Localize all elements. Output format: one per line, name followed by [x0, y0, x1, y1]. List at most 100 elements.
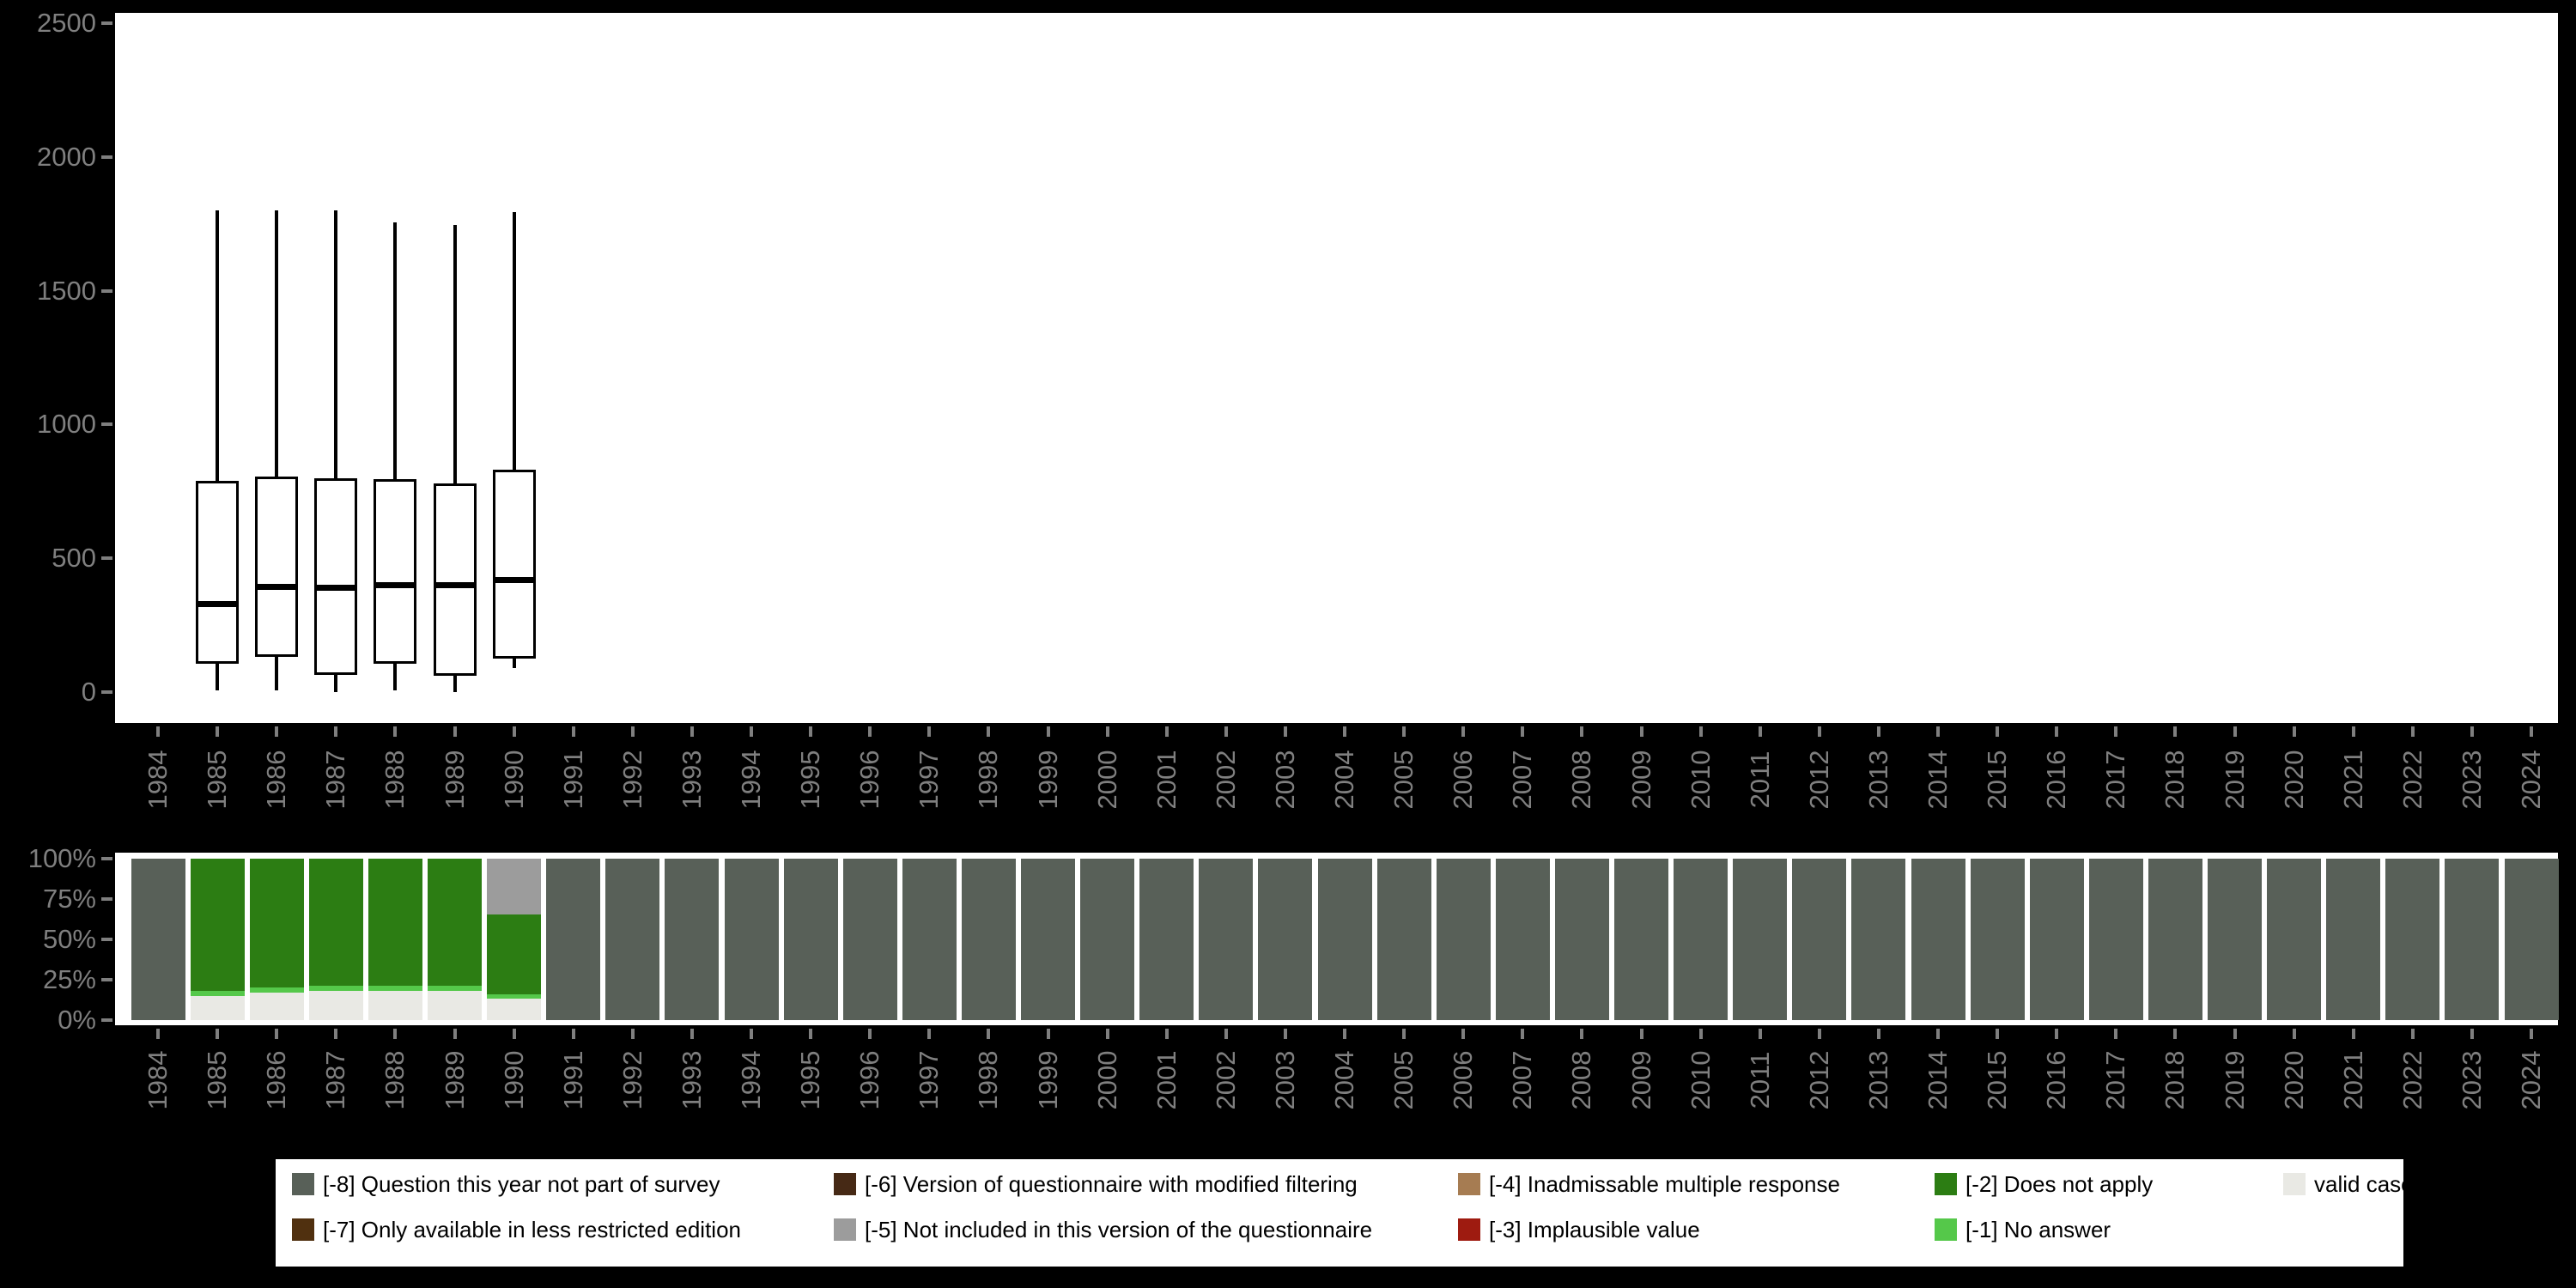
- bar-y-tick-label: 25%: [42, 963, 96, 994]
- bar-x-year-label: 2014: [1923, 1050, 1953, 1110]
- boxplot-x-tick-mark: [2351, 726, 2355, 737]
- boxplot-x-tick-mark: [453, 726, 457, 737]
- bar-x-tick-mark: [2114, 1029, 2118, 1039]
- bar-segment-code-8: [842, 858, 897, 1020]
- bar-x-tick-mark: [1283, 1029, 1287, 1039]
- bar-x-tick-mark: [1343, 1029, 1346, 1039]
- boxplot-x-year-label: 2004: [1329, 750, 1359, 810]
- bar-y-tick-mark: [101, 896, 112, 901]
- legend-item--6: [-6] Version of questionnaire with modif…: [834, 1170, 1358, 1198]
- bar-x-year-label: 1995: [795, 1050, 826, 1110]
- bar-x-tick-mark: [334, 1029, 338, 1039]
- bar-segment-code-8: [665, 858, 720, 1020]
- bar-segment-code-8: [1080, 858, 1135, 1020]
- boxplot-whisker: [275, 210, 279, 691]
- boxplot-x-year-label: 1984: [143, 750, 173, 810]
- legend-swatch--8: [292, 1173, 314, 1195]
- boxplot-y-tick-mark: [101, 21, 112, 25]
- boxplot-box: [196, 480, 240, 665]
- bar-segment-code-8: [2088, 858, 2143, 1020]
- boxplot-x-year-label: 1996: [854, 750, 885, 810]
- boxplot-x-year-label: 2007: [1507, 750, 1538, 810]
- bar-x-year-label: 1998: [973, 1050, 1004, 1110]
- bar-segment-code-1: [308, 986, 363, 992]
- bar-segment-code-2: [428, 858, 482, 987]
- boxplot-median-line: [255, 583, 299, 590]
- bar-segment-code-8: [1199, 858, 1254, 1020]
- bar-x-tick-mark: [1817, 1029, 1821, 1039]
- bar-segment-code-8: [1733, 858, 1788, 1020]
- bar-x-year-label: 2009: [1625, 1050, 1656, 1110]
- boxplot-x-year-label: 1990: [498, 750, 529, 810]
- boxplot-x-tick-mark: [1164, 726, 1169, 737]
- bar-segment-code-2: [308, 858, 363, 987]
- boxplot-x-tick-mark: [2410, 726, 2415, 737]
- legend-swatch--3: [1458, 1218, 1480, 1241]
- bar-segment-valid-cases: [487, 999, 542, 1020]
- boxplot-x-year-label: 1988: [380, 750, 410, 810]
- boxplot-x-tick-mark: [1046, 726, 1050, 737]
- boxplot-x-tick-mark: [690, 726, 694, 737]
- bar-y-tick-label: 0%: [58, 1005, 96, 1035]
- legend-item--5: [-5] Not included in this version of the…: [834, 1216, 1372, 1243]
- bar-x-year-label: 1984: [143, 1050, 173, 1110]
- bar-x-tick-mark: [1224, 1029, 1228, 1039]
- boxplot-x-tick-mark: [1283, 726, 1287, 737]
- bar-segment-code-1: [190, 991, 245, 996]
- bar-x-year-label: 2005: [1388, 1050, 1419, 1110]
- boxplot-x-year-label: 1997: [914, 750, 945, 810]
- bar-x-tick-mark: [750, 1029, 753, 1039]
- bar-x-tick-mark: [571, 1029, 575, 1039]
- bar-segment-valid-cases: [368, 991, 422, 1020]
- bar-x-year-label: 2001: [1151, 1050, 1182, 1110]
- boxplot-median-line: [433, 582, 477, 589]
- legend-label--2: [-2] Does not apply: [1965, 1170, 2154, 1197]
- boxplot-x-tick-mark: [1105, 726, 1109, 737]
- bar-y-tick-label: 50%: [42, 923, 96, 954]
- boxplot-x-tick-mark: [2055, 726, 2059, 737]
- boxplot-x-year-label: 1991: [557, 750, 588, 810]
- bar-x-tick-mark: [1698, 1029, 1703, 1039]
- legend-item--4: [-4] Inadmissable multiple response: [1458, 1170, 1840, 1198]
- boxplot-plot-area: [115, 13, 2558, 723]
- boxplot-x-year-label: 2023: [2456, 750, 2487, 810]
- boxplot-median-line: [374, 582, 417, 589]
- bar-segment-code-1: [249, 987, 304, 993]
- bar-x-tick-mark: [2173, 1029, 2178, 1039]
- boxplot-x-year-label: 1993: [676, 750, 707, 810]
- boxplot-x-year-label: 2024: [2516, 750, 2546, 810]
- boxplot-x-year-label: 2015: [1982, 750, 2013, 810]
- boxplot-y-tick-label: 1000: [37, 409, 96, 440]
- bar-segment-code-8: [2208, 858, 2262, 1020]
- boxplot-y-tick-mark: [101, 690, 112, 694]
- legend-label--6: [-6] Version of questionnaire with modif…: [865, 1170, 1358, 1197]
- bar-x-tick-mark: [156, 1029, 160, 1039]
- bar-y-tick-mark: [101, 977, 112, 981]
- boxplot-x-tick-mark: [275, 726, 279, 737]
- bar-x-year-label: 1985: [202, 1050, 233, 1110]
- legend-swatch--2: [1935, 1173, 1957, 1195]
- boxplot-x-year-label: 1994: [736, 750, 766, 810]
- bar-x-year-label: 2012: [1803, 1050, 1834, 1110]
- bar-segment-code-8: [2504, 858, 2559, 1020]
- boxplot-box: [433, 483, 477, 677]
- boxplot-y-tick-mark: [101, 422, 112, 427]
- boxplot-x-year-label: 1989: [439, 750, 470, 810]
- bar-x-year-label: 2022: [2397, 1050, 2427, 1110]
- bar-x-year-label: 2013: [1862, 1050, 1893, 1110]
- boxplot-box: [255, 477, 299, 658]
- boxplot-x-tick-mark: [1876, 726, 1880, 737]
- boxplot-x-tick-mark: [1224, 726, 1228, 737]
- boxplot-box: [374, 479, 417, 665]
- legend-label--1: [-1] No answer: [1965, 1216, 2111, 1242]
- bar-x-year-label: 2004: [1329, 1050, 1359, 1110]
- bar-y-tick-mark: [101, 937, 112, 941]
- bar-x-tick-mark: [927, 1029, 932, 1039]
- bar-x-year-label: 2017: [2100, 1050, 2131, 1110]
- boxplot-x-year-label: 2021: [2337, 750, 2368, 810]
- bar-y-tick-mark: [101, 1018, 112, 1022]
- legend-item--2: [-2] Does not apply: [1935, 1170, 2153, 1198]
- bar-x-tick-mark: [630, 1029, 635, 1039]
- bar-segment-code-8: [961, 858, 1016, 1020]
